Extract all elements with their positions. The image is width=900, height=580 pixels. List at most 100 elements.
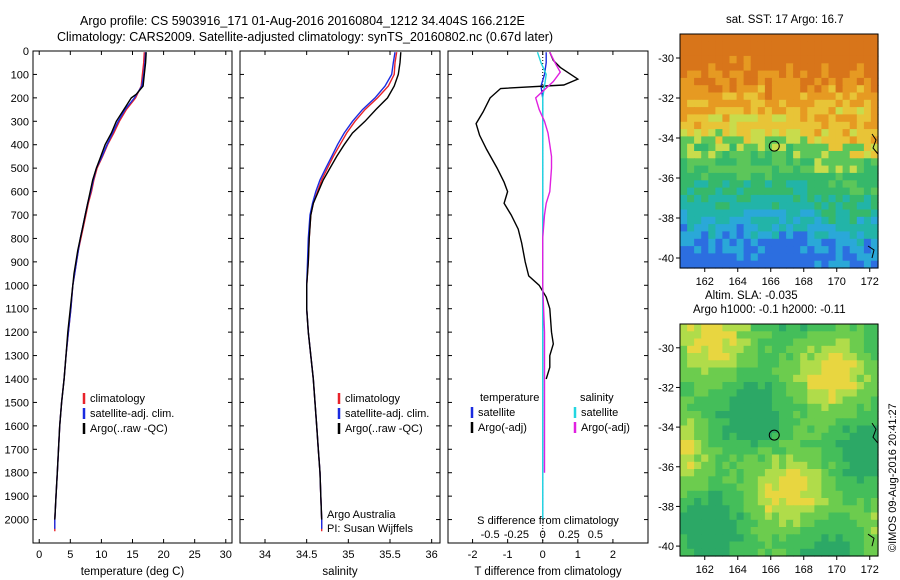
- sst-map-cell: [863, 129, 872, 137]
- sst-map-cell: [764, 216, 773, 225]
- sla-map-cell: [680, 353, 688, 361]
- sla-map-cell: [814, 367, 823, 376]
- sla-map-cell: [807, 324, 815, 332]
- sst-map-cell: [786, 231, 794, 240]
- sst-map-cell: [779, 224, 787, 232]
- sla-map-cell: [793, 548, 801, 557]
- sla-map-cell: [736, 338, 745, 347]
- sla-map-cell: [849, 454, 858, 463]
- sla-map-cell: [736, 534, 745, 543]
- sst-map-cell: [736, 216, 745, 225]
- sst-map-cell: [793, 151, 801, 159]
- sst-map-cell: [680, 107, 688, 115]
- sla-map-cell: [849, 396, 858, 405]
- sst-map-cell: [814, 99, 823, 108]
- sla-map-cell: [835, 534, 844, 543]
- sst-map-cell: [807, 246, 815, 254]
- y-tick-label: 1800: [5, 468, 29, 480]
- sla-map-cell: [800, 382, 808, 390]
- sla-map-cell: [771, 360, 780, 369]
- sla-map-cell: [870, 461, 879, 470]
- sla-map-cell: [680, 411, 688, 419]
- sst-map-cell: [729, 165, 738, 174]
- sla-map-cell: [842, 454, 851, 463]
- sst-map-cell: [786, 77, 794, 86]
- sla-map-cell: [687, 541, 695, 550]
- sst-map-cell: [814, 77, 823, 86]
- sla-map-y-tick-label: -40: [658, 541, 674, 553]
- sla-map-cell: [729, 440, 738, 448]
- sla-map-cell: [807, 403, 815, 412]
- sst-map-cell: [835, 121, 844, 130]
- sla-map-cell: [715, 353, 724, 361]
- sla-map-cell: [821, 367, 830, 376]
- sst-map-cell: [715, 253, 724, 262]
- sla-map-cell: [793, 353, 801, 361]
- sla-map-cell: [708, 360, 716, 369]
- sla-map-cell: [863, 505, 872, 514]
- sst-map-cell: [750, 180, 759, 189]
- sst-map-cell: [708, 151, 716, 159]
- sst-map-cell: [821, 231, 830, 240]
- sla-map-cell: [856, 374, 865, 383]
- sla-map-cell: [736, 432, 745, 441]
- temperature-frame: [32, 50, 233, 544]
- sla-map-cell: [870, 345, 879, 354]
- sla-map-cell: [842, 338, 851, 347]
- sst-map-cell: [842, 180, 851, 189]
- sla-map-cell: [708, 403, 716, 412]
- sla-map-cell: [821, 469, 830, 477]
- sst-map-cell: [863, 158, 872, 167]
- sst-map-cell: [800, 194, 808, 203]
- x-tick-label: 30: [220, 549, 232, 561]
- sla-map-cell: [764, 440, 773, 448]
- sst-map-cell: [828, 41, 837, 50]
- sst-map-cell: [786, 209, 794, 218]
- sla-map-cell: [793, 418, 801, 427]
- sla-map-cell: [786, 447, 794, 456]
- sla-map-cell: [786, 534, 794, 543]
- sla-map-cell: [757, 534, 766, 543]
- sla-map-cell: [793, 425, 801, 434]
- sst-map-cell: [835, 129, 844, 137]
- sst-map-cell: [821, 107, 830, 115]
- sla-map-cell: [694, 548, 702, 557]
- sst-map-cell: [708, 165, 716, 174]
- sst-map-cell: [722, 253, 731, 262]
- sst-map-cell: [842, 34, 851, 42]
- sst-map-cell: [680, 194, 688, 203]
- sla-map-cell: [828, 418, 837, 427]
- sla-map-cell: [821, 418, 830, 427]
- sst-map-cell: [814, 216, 823, 225]
- sla-map-cell: [835, 527, 844, 535]
- sst-map-cell: [708, 172, 716, 181]
- sst-map-cell: [863, 246, 872, 254]
- sst-map-cell: [771, 107, 780, 115]
- sla-map-cell: [786, 396, 794, 405]
- sst-map-cell: [849, 253, 858, 262]
- sst-map-cell: [743, 48, 752, 57]
- sla-map-cell: [842, 418, 851, 427]
- sla-map-cell: [793, 411, 801, 419]
- sst-map-cell: [729, 70, 738, 79]
- sla-map-cell: [715, 331, 724, 340]
- sst-map-cell: [708, 99, 716, 108]
- sst-map-cell: [842, 172, 851, 181]
- sla-map-cell: [800, 331, 808, 340]
- sla-map-cell: [779, 324, 787, 332]
- sla-map-cell: [835, 483, 844, 492]
- sst-map-cell: [708, 260, 716, 269]
- sla-map-cell: [863, 519, 872, 528]
- sla-map-cell: [863, 425, 872, 434]
- sst-map-cell: [687, 114, 695, 123]
- sla-map-cell: [764, 324, 773, 332]
- sst-map-cell: [771, 216, 780, 225]
- sst-map-cell: [786, 260, 794, 269]
- sla-map-cell: [771, 519, 780, 528]
- sla-map-cell: [870, 447, 879, 456]
- sla-map-cell: [680, 389, 688, 398]
- sla-map-cell: [715, 527, 724, 535]
- sla-map-cell: [870, 338, 879, 347]
- sst-map-cell: [863, 92, 872, 101]
- sst-map-cell: [757, 158, 766, 167]
